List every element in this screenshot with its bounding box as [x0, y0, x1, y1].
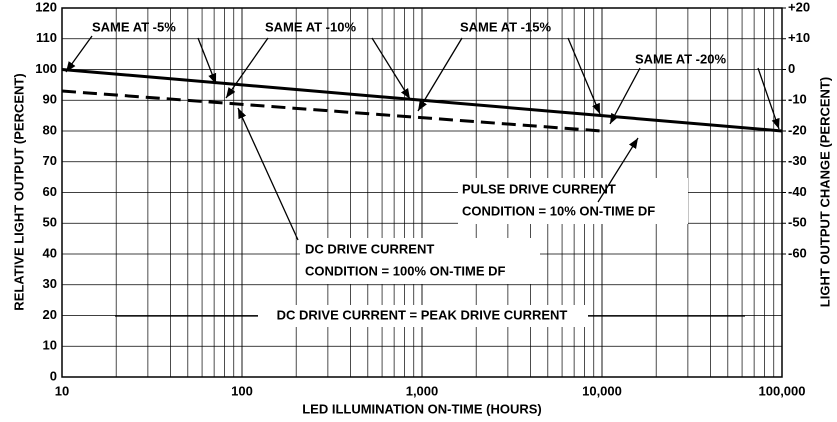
annotation: SAME AT -20%: [635, 51, 726, 66]
label-background: [258, 305, 588, 327]
y2-tick-label: -50: [788, 215, 807, 230]
x-tick-label: 100: [231, 383, 253, 398]
label-background: [300, 238, 540, 284]
plot-border: [61, 7, 783, 378]
x-tick-label: 100,000: [759, 383, 806, 398]
series-line: [61, 89, 603, 133]
arrow: [371, 37, 411, 100]
arrow: [65, 35, 93, 73]
y-axis-title: RELATIVE LIGHT OUTPUT (PERCENT): [11, 73, 26, 310]
y2-axis-title: LIGHT OUTPUT CHANGE (PERCENT): [817, 77, 832, 307]
annotation: SAME AT -5%: [92, 19, 176, 34]
annotation: DC DRIVE CURRENT = PEAK DRIVE CURRENT: [277, 307, 568, 322]
annotation: DC DRIVE CURRENT: [305, 241, 434, 256]
y-tick-label: 70: [43, 153, 57, 168]
y-tick-label: 30: [43, 276, 57, 291]
annotation: SAME AT -15%: [460, 19, 551, 34]
annotation: SAME AT -10%: [265, 19, 356, 34]
y2-tick-label: 0: [788, 61, 795, 76]
y-tick-label: 110: [36, 30, 57, 45]
annotation: PULSE DRIVE CURRENT: [462, 181, 616, 196]
y-tick-label: 80: [43, 122, 57, 137]
y-tick-label: 50: [43, 215, 57, 230]
arrow: [197, 37, 217, 85]
arrow: [609, 67, 641, 125]
x-axis-title: LED ILLUMINATION ON-TIME (HOURS): [302, 401, 542, 416]
y2-tick-label: -40: [788, 184, 807, 199]
x-tick-label: 1,000: [406, 383, 439, 398]
y-tick-label: 100: [35, 61, 57, 76]
y-tick-label: 90: [43, 92, 57, 107]
x-tick-label: 10: [55, 383, 69, 398]
annotation: CONDITION = 100% ON-TIME DF: [305, 263, 505, 278]
y-tick-label: 120: [35, 0, 57, 14]
y2-tick-label: -60: [788, 245, 807, 260]
arrow: [417, 37, 463, 112]
y-tick-label: 60: [43, 184, 57, 199]
arrow: [237, 107, 299, 241]
y2-tick-label: -30: [788, 153, 807, 168]
y-tick-label: 20: [43, 307, 57, 322]
arrow: [225, 37, 269, 99]
arrow: [757, 67, 780, 130]
x-tick-label: 10,000: [582, 383, 622, 398]
y2-tick-label: -20: [788, 122, 807, 137]
label-background: [458, 178, 688, 224]
y2-tick-label: +20: [788, 0, 810, 14]
y-tick-label: 40: [43, 245, 57, 260]
y-tick-label: 0: [50, 368, 57, 383]
annotation: CONDITION = 10% ON-TIME DF: [462, 203, 655, 218]
arrow: [597, 137, 639, 203]
y2-tick-label: -10: [788, 92, 807, 107]
y-tick-label: 10: [43, 338, 57, 353]
arrow: [567, 37, 601, 115]
y2-tick-label: +10: [788, 30, 810, 45]
